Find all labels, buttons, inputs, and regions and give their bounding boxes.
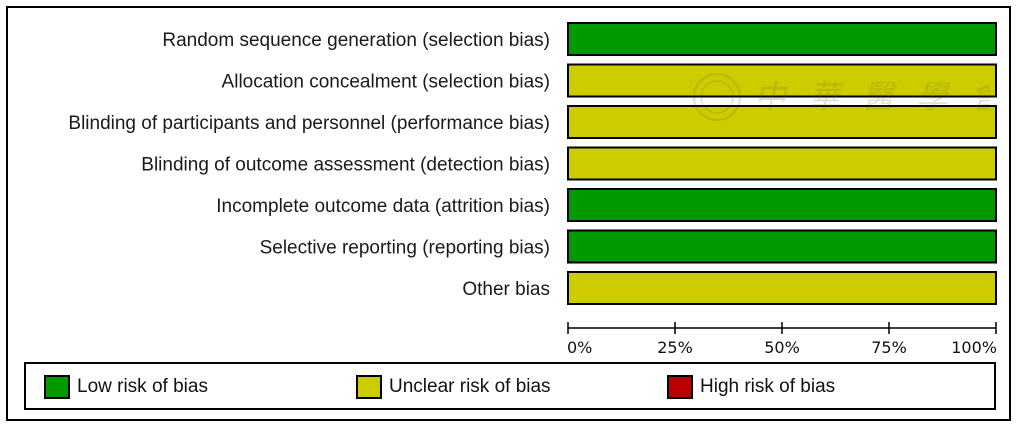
bar-segment xyxy=(567,22,997,56)
x-tick-label: 100% xyxy=(951,338,997,357)
category-label: Incomplete outcome data (attrition bias) xyxy=(216,196,550,217)
legend-label-low: Low risk of bias xyxy=(77,376,208,397)
category-label: Blinding of outcome assessment (detectio… xyxy=(141,155,550,176)
bar-segment xyxy=(567,105,997,139)
risk-of-bias-chart: Random sequence generation (selection bi… xyxy=(68,22,997,357)
x-axis: 0% 25% 50% 75% 100% xyxy=(567,322,997,357)
legend-label-unclear: Unclear risk of bias xyxy=(389,376,551,397)
bar-segment xyxy=(567,146,997,181)
category-labels: Random sequence generation (selection bi… xyxy=(68,30,550,300)
x-tick-label: 25% xyxy=(657,338,693,357)
legend-item-low: Low risk of bias xyxy=(44,374,208,400)
category-label: Allocation concealment (selection bias) xyxy=(222,72,550,93)
x-tick-label: 0% xyxy=(567,338,592,357)
chart-frame: Random sequence generation (selection bi… xyxy=(6,6,1011,421)
bar-segment xyxy=(567,63,997,98)
legend-swatch-high xyxy=(667,375,693,399)
legend: Low risk of bias Unclear risk of bias Hi… xyxy=(24,362,996,410)
bars xyxy=(567,22,997,305)
legend-item-unclear: Unclear risk of bias xyxy=(356,374,551,400)
category-label: Random sequence generation (selection bi… xyxy=(162,30,550,51)
bar-segment xyxy=(567,271,997,305)
category-label: Selective reporting (reporting bias) xyxy=(260,238,550,259)
watermark-logo: 中華醫學會 xyxy=(693,73,990,121)
legend-swatch-unclear xyxy=(356,375,382,399)
bar-segment xyxy=(567,188,997,222)
x-tick-label: 50% xyxy=(764,338,800,357)
legend-swatch-low xyxy=(44,375,70,399)
legend-label-high: High risk of bias xyxy=(700,376,836,397)
category-label: Blinding of participants and personnel (… xyxy=(68,113,550,134)
legend-item-high: High risk of bias xyxy=(667,374,835,400)
category-label: Other bias xyxy=(462,279,550,300)
x-tick-label: 75% xyxy=(871,338,907,357)
watermark-text: 中華醫學會 xyxy=(754,78,990,116)
bar-segment xyxy=(567,229,997,264)
